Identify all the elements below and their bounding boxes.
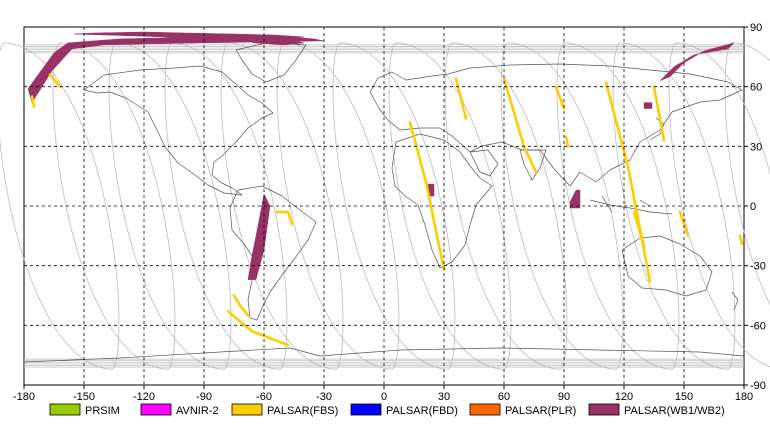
wb-swath [643,102,653,109]
lon-tick-label: -90 [196,391,212,403]
lon-tick-label: -60 [256,391,272,403]
fbs-swath [652,85,666,142]
legend-item: PALSAR(PLR) [469,403,576,417]
fbs-swath [48,73,62,88]
orbit-track [500,42,617,370]
lon-tick-label: 0 [381,391,387,403]
coastline-africa [391,133,493,269]
graticule [24,27,744,385]
lon-tick-label: 60 [498,391,510,403]
legend-swatch [140,403,172,416]
orbit-track [164,42,281,370]
lat-tick-label: -60 [750,320,766,332]
fbs-swath [30,95,36,108]
coastline-antarctica [23,347,745,363]
orbit-track [171,42,288,370]
longitude-tick-labels: -180 -150 -120 -90 -60 -30 0 30 60 90 120 150 180 [13,385,753,403]
legend-item: PRSIM [49,403,120,417]
legend-swatch [469,403,501,416]
lat-tick-label: -90 [750,380,766,392]
lon-tick-label: 180 [735,391,753,403]
lat-tick-label: 30 [750,141,762,153]
coastline-eurasia [369,63,743,187]
coastline-australia [621,235,713,297]
orbit-track [332,42,449,370]
legend-label: PALSAR(FBS) [267,405,338,417]
lat-tick-label: -30 [750,261,766,273]
legend-swatch [49,403,81,416]
legend-swatch [350,403,382,416]
fbs-swath [632,210,646,248]
lon-tick-label: 30 [438,391,450,403]
fbs-swath [226,310,290,347]
fbs-swath [274,210,294,226]
legend: PRSIM AVNIR-2 PALSAR(FBS) PALSAR(FBD) PALSAR… [49,403,725,417]
legend-label: PRSIM [85,405,120,417]
fbs-swath [554,85,566,110]
observation-swaths [27,31,744,347]
lat-tick-label: 90 [750,22,762,34]
wb-swath [569,189,581,209]
fbs-swath [564,135,570,148]
lon-tick-label: -180 [13,391,35,403]
legend-label: PALSAR(WB1/WB2) [624,405,725,417]
orbit-track [507,42,624,370]
legend-swatch [231,403,263,416]
orbit-track [668,42,770,368]
fbs-swath [454,77,468,120]
latitude-tick-labels: 90 60 30 0 -30 -60 -90 [744,22,766,392]
legend-swatch [588,403,620,416]
orbit-track [339,42,456,370]
lon-tick-label: -120 [133,391,155,403]
lon-tick-label: -30 [316,391,332,403]
orbit-track [675,42,770,175]
legend-item: PALSAR(FBS) [231,403,338,417]
legend-item: AVNIR-2 [140,403,219,417]
wb-swath [247,193,271,280]
coastlines [23,41,745,363]
lon-tick-label: 120 [615,391,633,403]
lat-tick-label: 60 [750,82,762,94]
fbs-swath [232,294,250,317]
coastline-new-zealand [731,291,739,311]
legend-label: AVNIR-2 [176,405,219,417]
fbs-swath [408,121,446,271]
wb-swath [659,42,735,81]
lon-tick-label: 90 [558,391,570,403]
fbs-swath [738,234,744,246]
legend-item: PALSAR(FBD) [350,403,458,417]
legend-label: PALSAR(PLR) [505,405,576,417]
lat-tick-label: 0 [750,201,756,213]
lon-tick-label: 150 [675,391,693,403]
coastline-north-america [83,65,274,196]
coastline-south-america [229,185,317,321]
coastline-arabia [469,149,499,177]
legend-label: PALSAR(FBD) [386,405,458,417]
wb-swath [27,35,325,104]
fbs-swath [678,210,690,238]
coastline-india [519,149,547,181]
legend-item: PALSAR(WB1/WB2) [588,403,725,417]
orbit-track [0,42,113,370]
wb-swath [233,36,305,46]
coastline-indonesia [589,195,673,215]
lon-tick-label: -150 [73,391,95,403]
